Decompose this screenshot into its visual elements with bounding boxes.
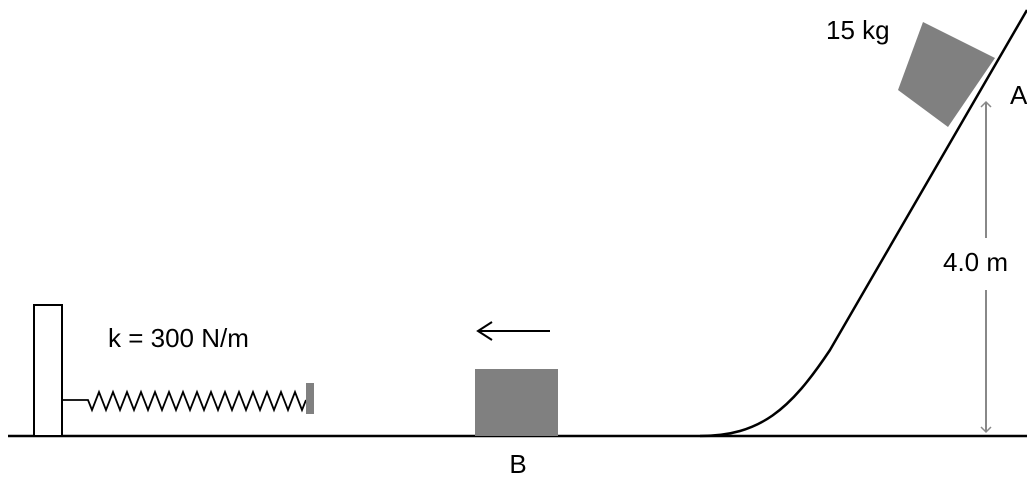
mass-label: 15 kg: [826, 15, 890, 45]
wall: [33, 304, 63, 437]
spring-label: k = 300 N/m: [108, 323, 249, 353]
label-a: A: [1010, 80, 1027, 110]
block-a: [898, 22, 995, 127]
spring: [62, 389, 307, 413]
block-b: [475, 369, 558, 436]
ramp: [699, 9, 1027, 438]
spring-plate: [306, 383, 314, 414]
height-label: 4.0 m: [943, 247, 1008, 277]
label-b: B: [509, 449, 526, 479]
velocity-arrowhead: [476, 321, 493, 341]
